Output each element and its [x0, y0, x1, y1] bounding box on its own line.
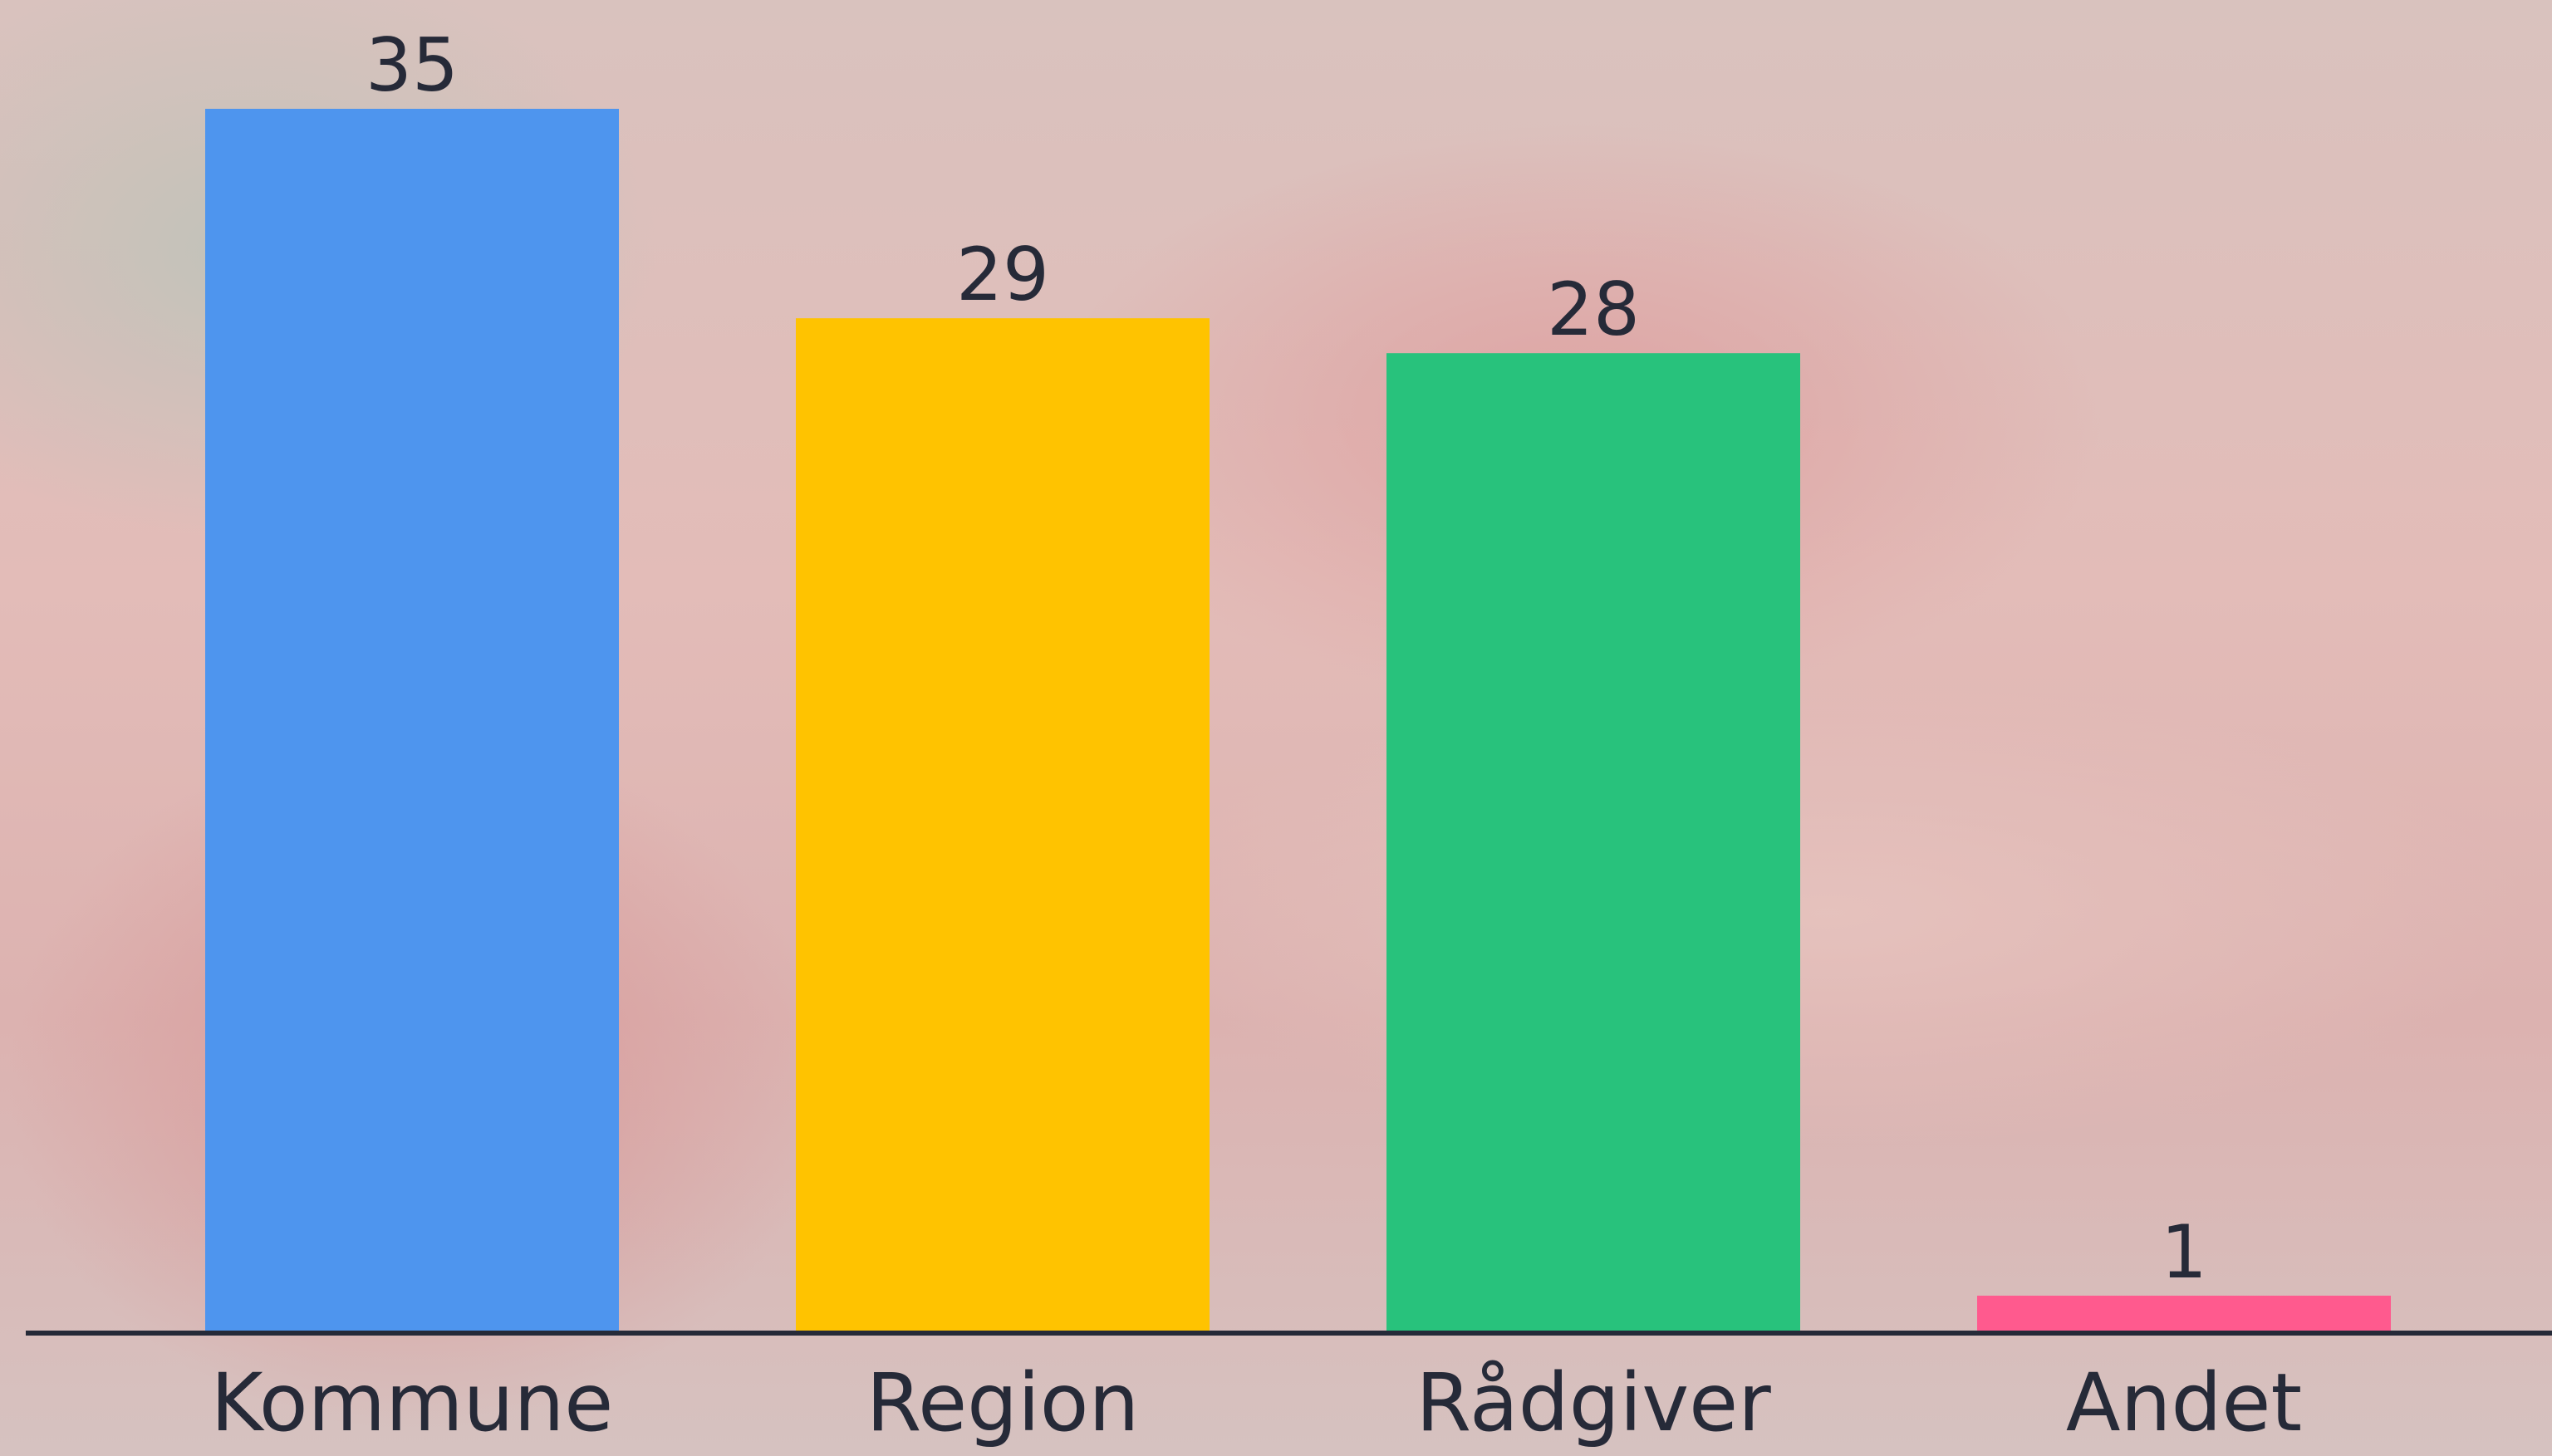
bar: [205, 109, 619, 1331]
x-tick-label: Region: [866, 1356, 1140, 1449]
x-tick-label: Andet: [2066, 1356, 2302, 1449]
bar: [796, 318, 1210, 1331]
bar: [1977, 1296, 2391, 1331]
x-tick-label: Rådgiver: [1416, 1356, 1771, 1449]
chart: 35 Kommune 29 Region 28 Rådgiver 1 Andet: [0, 0, 2552, 1456]
bar: [1386, 353, 1800, 1331]
x-tick-label: Kommune: [211, 1356, 614, 1449]
value-label: 29: [956, 232, 1049, 317]
value-label: 1: [2161, 1209, 2207, 1295]
value-label: 35: [366, 22, 459, 108]
value-label: 28: [1547, 267, 1640, 352]
page: 35Kommune29Region28Rådgiver1Andet (() =>…: [0, 0, 2552, 1456]
